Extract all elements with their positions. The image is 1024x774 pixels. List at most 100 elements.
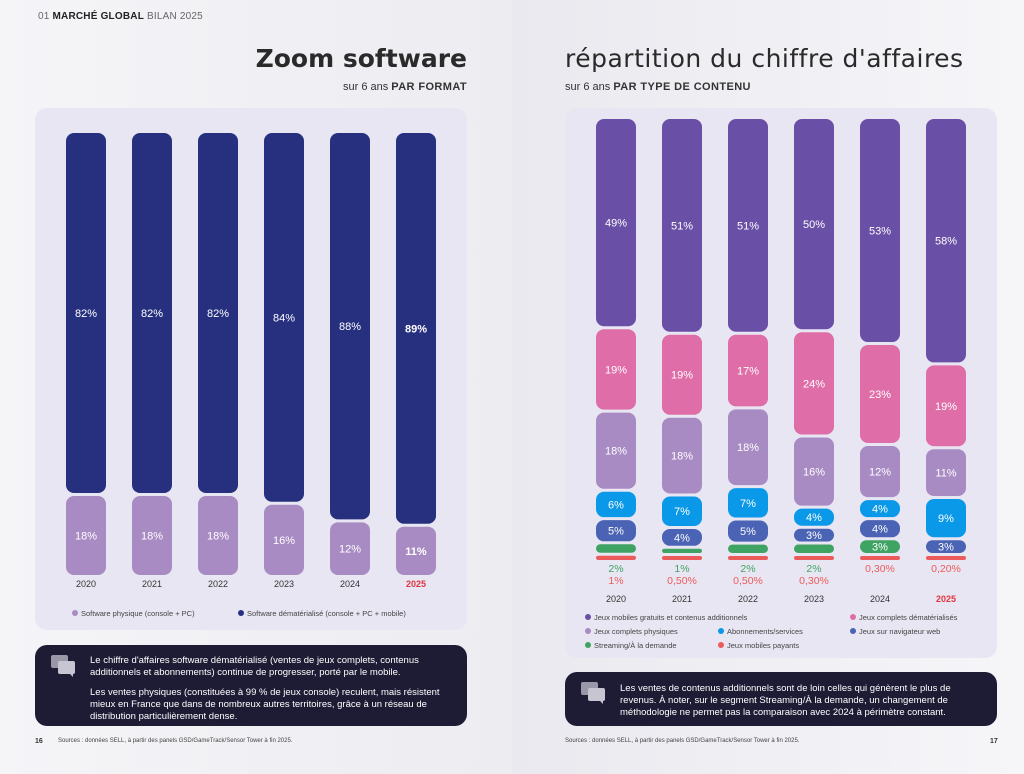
legend-label: Jeux complets physiques	[594, 627, 678, 636]
data-label: 18%	[737, 442, 759, 454]
note-text: Les ventes physiques (constituées à 99 %…	[90, 687, 440, 722]
x-tick-label: 2024	[870, 594, 890, 604]
bar-segment	[662, 556, 702, 560]
legend-label: Abonnements/services	[727, 627, 803, 636]
bar-segment	[396, 526, 436, 575]
legend-marker	[850, 628, 856, 634]
data-label: 3%	[938, 542, 954, 554]
bar-segment	[794, 544, 834, 553]
data-label-small: 0,50%	[733, 575, 763, 587]
bar-segment	[132, 495, 172, 575]
bar-segment	[926, 498, 966, 538]
data-label: 9%	[938, 513, 954, 525]
legend-marker	[718, 642, 724, 648]
data-label: 4%	[806, 512, 822, 524]
x-tick-label: 2022	[738, 594, 758, 604]
page-subtitle: sur 6 ans PAR FORMAT	[342, 81, 467, 93]
bar-segment	[662, 528, 702, 546]
data-label-small: 2%	[806, 563, 821, 575]
page-number: 17	[990, 738, 998, 745]
data-label: 19%	[671, 370, 693, 382]
data-label: 16%	[273, 535, 295, 547]
bar-segment	[662, 548, 702, 553]
legend-marker	[850, 614, 856, 620]
data-label: 11%	[405, 546, 427, 558]
bar-segment	[860, 520, 900, 538]
data-label: 17%	[737, 366, 759, 378]
data-label: 3%	[872, 542, 888, 554]
x-tick-label: 2025	[406, 579, 426, 589]
bar-segment	[794, 508, 834, 526]
note-box: Le chiffre d'affaires software dématéria…	[35, 645, 467, 726]
data-label: 11%	[935, 468, 956, 480]
data-label: 18%	[141, 530, 163, 542]
data-label: 89%	[405, 323, 427, 335]
legend-marker	[585, 628, 591, 634]
bar-segment	[596, 491, 636, 518]
bar-segment	[596, 329, 636, 410]
data-label: 82%	[75, 308, 97, 320]
source-note: Sources : données SELL, à partir des pan…	[565, 738, 800, 744]
data-label: 5%	[608, 526, 624, 538]
data-label: 6%	[608, 499, 624, 511]
data-label: 19%	[605, 364, 627, 376]
page-title: Zoom software	[255, 44, 467, 73]
legend-marker	[585, 614, 591, 620]
data-label: 16%	[803, 467, 825, 479]
x-tick-label: 2020	[606, 594, 626, 604]
content-type-chart: 5%6%18%19%49%2%1%20204%7%18%19%51%1%0,50…	[585, 119, 966, 650]
data-label: 58%	[935, 236, 957, 248]
data-label: 4%	[872, 524, 888, 536]
bar-segment	[794, 437, 834, 506]
bar-segment	[926, 119, 966, 363]
bar-segment	[794, 528, 834, 542]
source-note: Sources : données SELL, à partir des pan…	[58, 738, 293, 744]
data-label: 12%	[339, 544, 361, 556]
data-label-small: 0,30%	[865, 563, 895, 575]
bar-segment	[860, 345, 900, 444]
data-label: 51%	[671, 220, 693, 232]
x-tick-label: 2025	[936, 594, 956, 604]
data-label: 19%	[935, 401, 957, 413]
chart-card-content-type: 5% 6% 18% 19% 49% 2% 1% 2020 4% 7% 18% 19% 51% 1% 0,50…	[565, 108, 997, 658]
bar-segment	[926, 449, 966, 496]
legend-label: Jeux sur navigateur web	[859, 627, 940, 636]
data-label: 53%	[869, 226, 891, 238]
data-label: 4%	[674, 532, 690, 544]
data-label: 18%	[605, 446, 627, 458]
legend-marker	[238, 610, 244, 616]
legend-label: Jeux mobiles gratuits et contenus additi…	[594, 613, 748, 622]
bar-segment	[662, 417, 702, 494]
bar-segment	[860, 540, 900, 553]
x-tick-label: 2023	[804, 594, 824, 604]
right-page: répartition du chiffre d'affaires sur 6 …	[512, 0, 1024, 774]
x-tick-label: 2022	[208, 579, 228, 589]
data-label: 88%	[339, 321, 361, 333]
data-label: 18%	[671, 451, 693, 463]
legend-label: Software dématérialisé (console + PC + m…	[247, 609, 406, 618]
speech-bubbles-icon	[51, 655, 75, 677]
bar-segment	[926, 365, 966, 447]
bar-segment	[662, 496, 702, 526]
bar-segment	[728, 488, 768, 518]
bar-segment	[66, 133, 106, 493]
bar-segment	[794, 332, 834, 435]
bar-segment	[728, 544, 768, 553]
bar-segment	[728, 556, 768, 560]
data-label-small: 1%	[674, 563, 689, 575]
left-page: 01 MARCHÉ GLOBAL BILAN 2025 Zoom softwar…	[0, 0, 512, 774]
x-tick-label: 2020	[76, 579, 96, 589]
bar-segment	[794, 556, 834, 560]
bar-segment	[596, 520, 636, 542]
data-label: 7%	[674, 506, 690, 518]
legend-label: Software physique (console + PC)	[81, 609, 195, 618]
page-title: répartition du chiffre d'affaires	[565, 44, 964, 73]
bar-segment	[662, 119, 702, 332]
data-label: 3%	[806, 530, 822, 542]
data-label: 82%	[207, 308, 229, 320]
bar-segment	[66, 495, 106, 575]
bar-segment	[198, 133, 238, 493]
data-label: 18%	[75, 530, 97, 542]
chart-card-format: 18% 82% 2020 18% 82% 2021 18% 82% 2022 16% 84% 2023…	[35, 108, 467, 630]
bar-segment	[662, 334, 702, 415]
